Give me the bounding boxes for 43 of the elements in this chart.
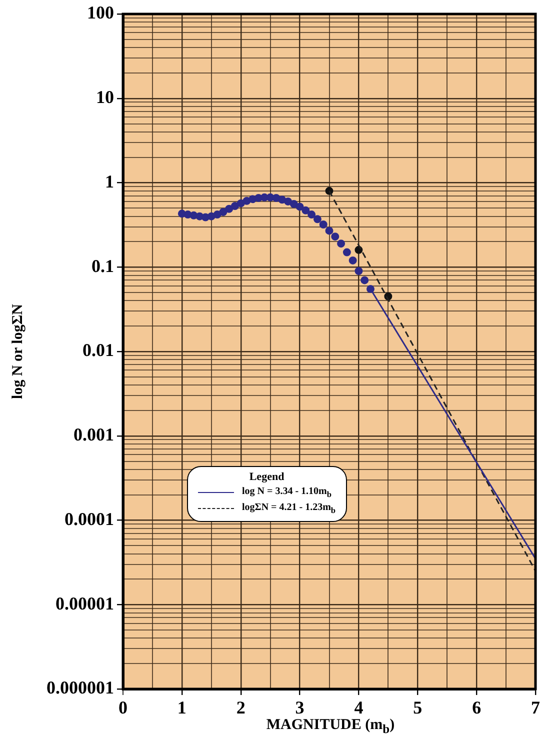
point — [354, 246, 363, 254]
y-tick-label: 0.1 — [92, 256, 114, 276]
point — [348, 256, 357, 264]
x-tick-label: 0 — [118, 697, 128, 718]
y-tick-label: 0.000001 — [46, 678, 114, 698]
point — [290, 200, 298, 208]
x-tick-label: 3 — [295, 697, 304, 718]
x-tick-label: 6 — [472, 697, 482, 718]
point — [331, 232, 340, 241]
point — [337, 240, 346, 248]
point — [366, 285, 374, 294]
point — [225, 204, 234, 213]
legend-label: logΣN = 4.21 - 1.23m$_{b}$ — [242, 502, 336, 515]
point — [354, 266, 363, 275]
point — [308, 210, 316, 219]
legend-title: Legend — [248, 471, 286, 483]
point — [360, 276, 369, 284]
y-tick-label: 0.001 — [74, 424, 114, 445]
point — [230, 202, 239, 210]
y-tick-label: 10 — [96, 87, 114, 108]
x-tick-label: 5 — [413, 697, 422, 718]
point — [219, 208, 228, 216]
x-tick-label: 2 — [236, 697, 246, 718]
legend-label: log N = 3.34 - 1.10m$_{b}$ — [242, 486, 332, 499]
y-tick-label: 100 — [87, 2, 114, 23]
y-tick-label: 0.00001 — [56, 593, 114, 614]
y-axis-title: log N or logΣN — [10, 304, 26, 399]
point — [213, 210, 222, 219]
x-tick-label: 4 — [354, 697, 364, 718]
point — [302, 206, 310, 214]
y-tick-label: 1 — [105, 171, 114, 192]
point — [325, 226, 334, 235]
x-axis-title: MAGNITUDE (m$_{b}$) — [265, 717, 396, 737]
point — [296, 202, 304, 211]
point — [342, 248, 351, 256]
x-tick-label: 7 — [531, 697, 540, 718]
point — [313, 215, 322, 224]
point — [284, 197, 292, 206]
y-tick-label: 0.0001 — [64, 508, 114, 529]
y-tick-label: 0.01 — [82, 340, 114, 360]
x-tick-label: 1 — [177, 697, 186, 718]
point — [319, 220, 328, 229]
point — [236, 199, 245, 208]
